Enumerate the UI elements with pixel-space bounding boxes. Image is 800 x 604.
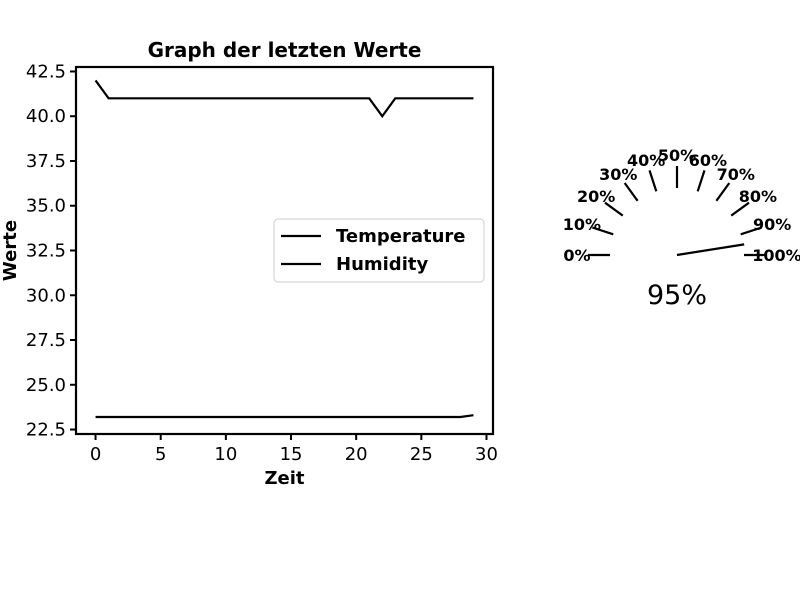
gauge-tick-label: 10% [563, 215, 601, 234]
x-tick-label: 15 [280, 444, 303, 465]
gauge-tick [592, 226, 614, 236]
legend-label: Temperature [336, 226, 465, 247]
series-line-temperature [95, 414, 474, 419]
gauge-tick-label: 40% [627, 151, 665, 170]
gauge-tick [696, 170, 706, 192]
gauge-tick-label: 100% [752, 246, 800, 265]
gauge-tick-label: 30% [599, 165, 637, 184]
y-tick-label: 37.5 [26, 151, 66, 172]
y-tick-label: 32.5 [26, 241, 66, 262]
y-tick-label: 40.0 [26, 106, 66, 127]
gauge-tick-label: 80% [739, 187, 777, 206]
gauge-tick-label: 50% [658, 146, 696, 165]
x-tick-label: 10 [214, 444, 237, 465]
gauge-tick [730, 201, 750, 217]
gauge-tick-label: 70% [717, 165, 755, 184]
line-chart: 0 5 10 15 20 25 30 22.5 25.0 27.5 30.0 32.5 35.0 37.5… [0, 38, 498, 489]
gauge-tick [604, 201, 624, 217]
legend-label: Humidity [336, 254, 428, 275]
gauge-tick [648, 170, 658, 192]
x-tick-label: 5 [155, 444, 166, 465]
gauge-tick [623, 182, 639, 202]
series-line-humidity [94, 79, 474, 119]
gauge-tick-label: 90% [753, 215, 791, 234]
legend-box [273, 218, 485, 283]
gauge-tick-label: 0% [563, 246, 590, 265]
chart-title: Graph der letzten Werte [148, 38, 422, 62]
y-axis-label: Werte [0, 220, 21, 281]
x-tick-label: 0 [90, 444, 101, 465]
y-tick-label: 25.0 [26, 375, 66, 396]
gauge-tick-label: 60% [689, 151, 727, 170]
x-axis-label: Zeit [264, 468, 304, 489]
x-tick-label: 30 [475, 444, 498, 465]
legend: Temperature Humidity [273, 218, 485, 283]
gauge-tick-label: 20% [577, 187, 615, 206]
x-tick-label: 25 [410, 444, 433, 465]
gauge-value-label: 95% [647, 280, 707, 311]
gauge-tick [740, 226, 762, 236]
y-tick-label: 35.0 [26, 196, 66, 217]
y-tick-label: 22.5 [26, 420, 66, 441]
y-tick-label: 42.5 [26, 61, 66, 82]
x-tick-label: 20 [345, 444, 368, 465]
gauge-chart: 0% 10% 20% 30%40%50%60%70% 80% 90% 100% 95% [563, 146, 800, 311]
gauge-tick [715, 182, 731, 202]
gauge-needle [676, 243, 745, 257]
y-tick-label: 30.0 [26, 285, 66, 306]
y-tick-label: 27.5 [26, 330, 66, 351]
